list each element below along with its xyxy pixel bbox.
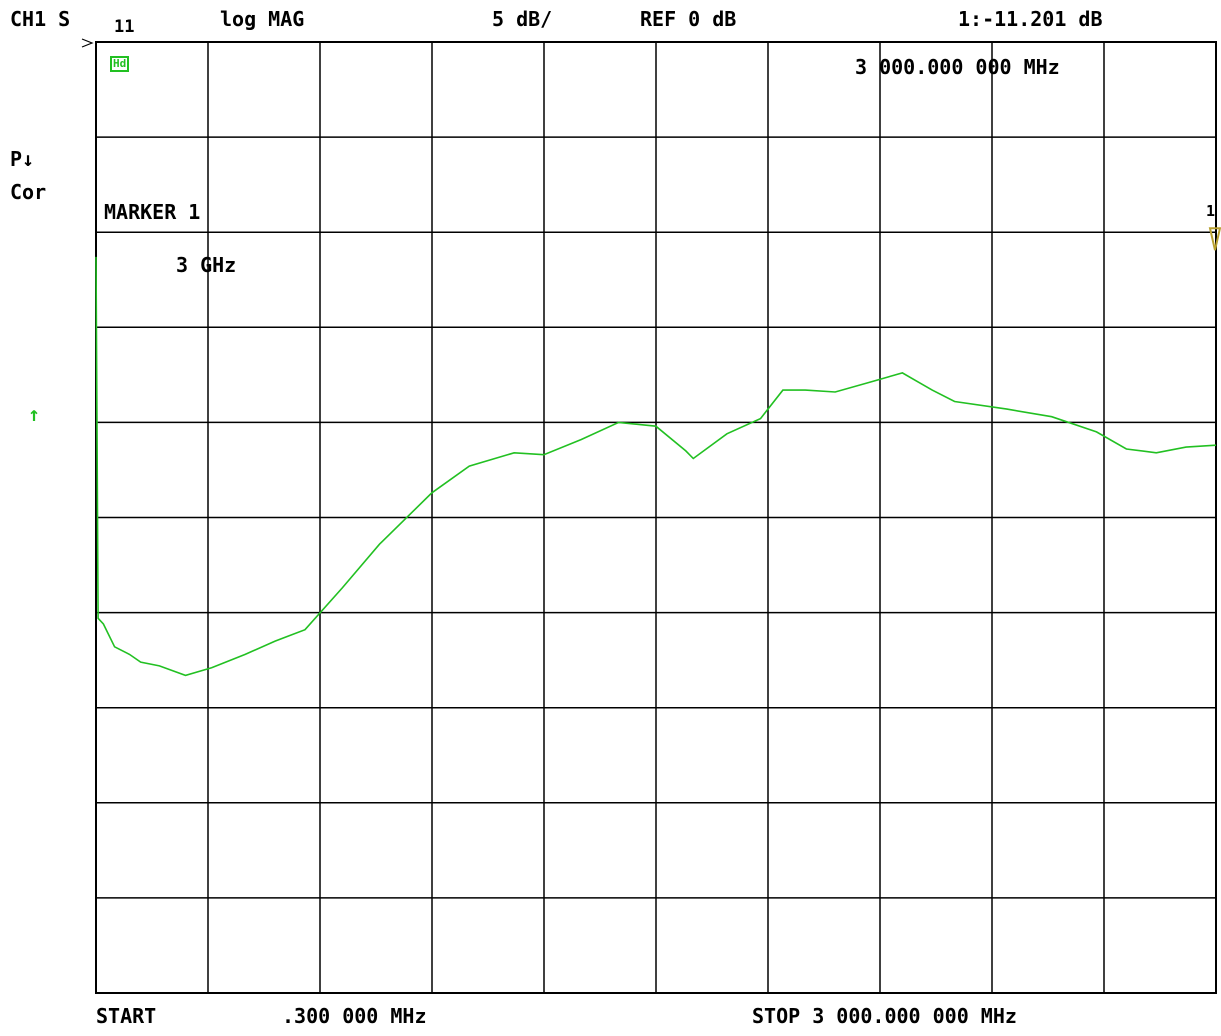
s11-trace: [95, 256, 1217, 677]
marker-frequency: 3 000.000 000 MHz: [855, 55, 1060, 79]
reference-label: REF 0 dB: [640, 7, 737, 31]
marker-label: MARKER 1: [104, 200, 201, 224]
start-label: START: [96, 1004, 157, 1028]
reference-arrow-icon: ↑: [28, 402, 41, 426]
power-flag: P↓: [10, 147, 35, 171]
start-arrow-icon: [81, 38, 94, 48]
marker-value: 3 GHz: [176, 253, 237, 277]
parameter-subscript: 11: [114, 17, 135, 37]
correction-flag: Cor: [10, 180, 47, 204]
marker-1-triangle: [1208, 227, 1221, 251]
start-value: .300 000 MHz: [282, 1004, 427, 1028]
stop-label: STOP 3 000.000 000 MHz: [752, 1004, 1017, 1028]
hold-badge: Hd: [110, 56, 130, 72]
format-label: log MAG: [220, 7, 305, 31]
graticule: [95, 41, 1217, 994]
marker-readout: 1:-11.201 dB: [958, 7, 1103, 31]
channel-label: CH1 S: [10, 7, 71, 31]
marker-number: 1: [1206, 202, 1216, 220]
scale-label: 5 dB/: [492, 7, 553, 31]
